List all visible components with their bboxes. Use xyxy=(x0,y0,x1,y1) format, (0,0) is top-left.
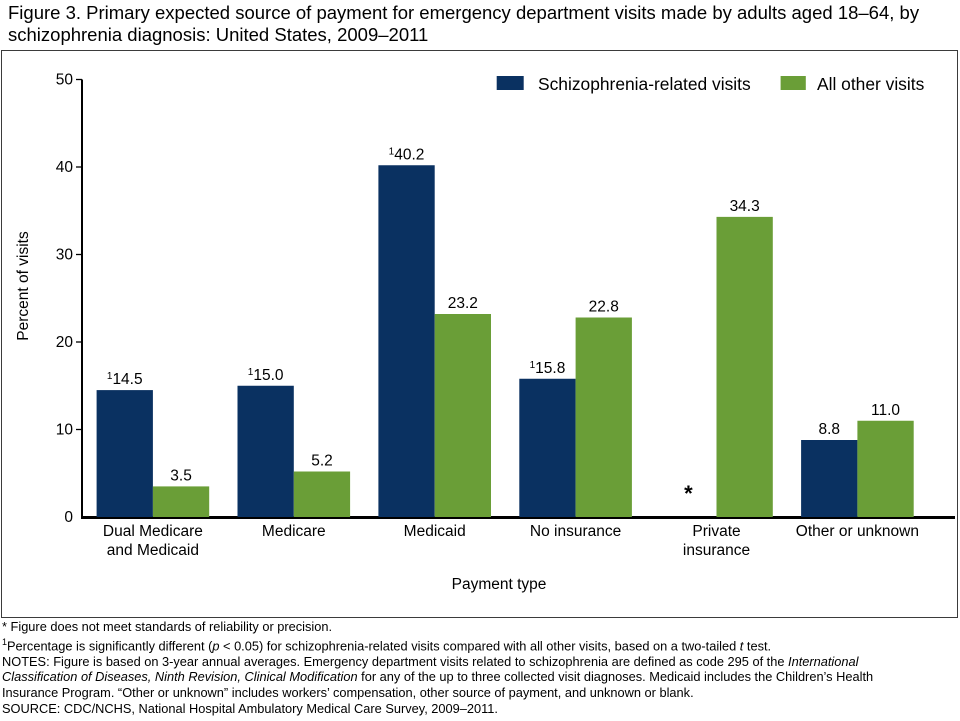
svg-text:Private: Private xyxy=(692,523,740,540)
svg-text:11.0: 11.0 xyxy=(871,402,900,419)
svg-text:10: 10 xyxy=(56,422,74,439)
svg-text:23.2: 23.2 xyxy=(448,295,478,312)
svg-text:No insurance: No insurance xyxy=(530,523,621,540)
svg-text:140.2: 140.2 xyxy=(389,146,425,163)
svg-text:insurance: insurance xyxy=(683,542,750,559)
svg-text:114.5: 114.5 xyxy=(107,371,143,388)
svg-text:Other or unknown: Other or unknown xyxy=(796,523,919,540)
svg-text:34.3: 34.3 xyxy=(730,198,760,215)
svg-text:Medicare: Medicare xyxy=(262,523,326,540)
svg-text:40: 40 xyxy=(56,159,74,176)
svg-text:5.2: 5.2 xyxy=(311,453,333,470)
svg-text:8.8: 8.8 xyxy=(818,421,840,438)
svg-text:*: * xyxy=(684,481,693,506)
svg-text:115.8: 115.8 xyxy=(530,360,566,377)
svg-text:Percent of visits: Percent of visits xyxy=(15,231,32,341)
svg-text:Payment type: Payment type xyxy=(452,576,547,593)
svg-text:30: 30 xyxy=(56,247,74,264)
svg-text:20: 20 xyxy=(56,334,74,351)
svg-text:22.8: 22.8 xyxy=(589,299,619,316)
svg-text:0: 0 xyxy=(64,509,73,526)
svg-text:3.5: 3.5 xyxy=(170,468,192,485)
svg-text:115.0: 115.0 xyxy=(248,367,284,384)
svg-text:Schizophrenia-related visits: Schizophrenia-related visits xyxy=(538,74,751,94)
svg-text:Dual Medicare: Dual Medicare xyxy=(103,523,203,540)
svg-text:50: 50 xyxy=(56,72,74,89)
svg-text:Medicaid: Medicaid xyxy=(404,523,466,540)
svg-text:and Medicaid: and Medicaid xyxy=(107,542,199,559)
svg-text:All other visits: All other visits xyxy=(817,74,925,94)
